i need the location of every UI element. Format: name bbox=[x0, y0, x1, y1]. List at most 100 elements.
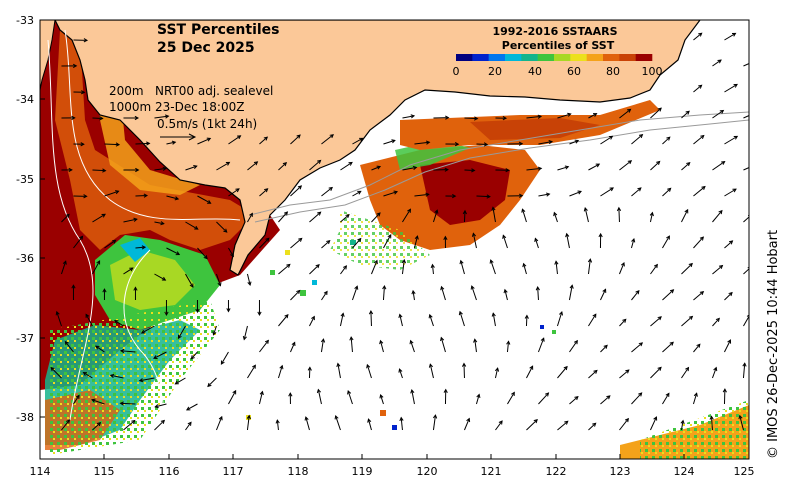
legend-swatch bbox=[554, 54, 571, 61]
current-vector-head bbox=[693, 392, 698, 397]
current-vector bbox=[743, 216, 749, 223]
map-area bbox=[40, 20, 768, 459]
current-vector-head bbox=[620, 261, 625, 267]
current-vector-head bbox=[622, 318, 627, 323]
current-vector bbox=[463, 210, 466, 223]
current-vector-head bbox=[518, 193, 524, 198]
current-vector-head bbox=[742, 362, 747, 367]
current-vector bbox=[681, 316, 693, 327]
current-vector-head bbox=[667, 187, 672, 192]
current-vector bbox=[537, 287, 539, 301]
current-vector bbox=[120, 350, 136, 353]
current-vector-head bbox=[68, 167, 73, 173]
current-vector-head bbox=[462, 209, 467, 215]
current-vector-head bbox=[379, 393, 384, 399]
current-vector-head bbox=[133, 217, 138, 222]
x-tick-label: 118 bbox=[288, 465, 309, 478]
current-vector bbox=[402, 209, 411, 223]
current-vector-head bbox=[249, 212, 253, 217]
current-vector-head bbox=[544, 392, 550, 397]
current-vector-head bbox=[141, 245, 147, 250]
contour-deep-3 bbox=[123, 249, 165, 451]
current-vector bbox=[61, 213, 70, 223]
current-vector-head bbox=[357, 190, 362, 195]
current-vector bbox=[259, 188, 268, 197]
current-vector bbox=[175, 377, 186, 385]
current-vector-head bbox=[382, 284, 387, 290]
current-vector-head bbox=[398, 368, 403, 373]
current-vector-head bbox=[246, 414, 251, 420]
current-vector bbox=[135, 194, 147, 197]
current-vector-head bbox=[624, 417, 629, 423]
current-vector-head bbox=[505, 168, 510, 173]
current-vector-head bbox=[635, 289, 640, 295]
current-vector-head bbox=[316, 388, 322, 394]
current-vector-head bbox=[326, 240, 331, 245]
current-vector bbox=[432, 415, 436, 431]
current-vector-head bbox=[698, 32, 703, 37]
current-vector-head bbox=[593, 369, 598, 374]
current-vector bbox=[197, 195, 211, 204]
current-vector bbox=[104, 239, 116, 249]
current-vector bbox=[350, 337, 353, 353]
current-vector-head bbox=[627, 108, 632, 113]
current-vector bbox=[92, 117, 103, 120]
current-vector bbox=[276, 420, 279, 431]
current-vector-head bbox=[115, 142, 121, 147]
current-vector-head bbox=[486, 194, 491, 199]
current-vector bbox=[215, 273, 221, 286]
current-vector bbox=[662, 393, 670, 405]
current-vector-head bbox=[187, 421, 192, 426]
current-vector-head bbox=[685, 366, 690, 372]
current-vector bbox=[492, 313, 496, 327]
current-vector bbox=[650, 366, 662, 379]
y-tick-label: -35 bbox=[16, 173, 34, 186]
current-vector bbox=[258, 391, 263, 405]
current-vector bbox=[399, 314, 403, 327]
current-vector bbox=[104, 143, 120, 146]
current-vector bbox=[309, 264, 320, 275]
current-vector bbox=[588, 113, 597, 119]
x-tick-label: 116 bbox=[159, 465, 180, 478]
current-vector-head bbox=[587, 258, 593, 263]
current-vector bbox=[228, 135, 241, 145]
current-vector-head bbox=[583, 206, 588, 212]
current-vector-head bbox=[50, 366, 55, 372]
legend-tick: 40 bbox=[528, 65, 542, 78]
current-vector bbox=[553, 212, 558, 223]
legend-tick: 0 bbox=[453, 65, 460, 78]
current-vector bbox=[347, 390, 353, 405]
current-vector bbox=[186, 403, 198, 411]
current-vector-head bbox=[160, 221, 165, 226]
contour-200m bbox=[249, 111, 749, 216]
current-vector-head bbox=[732, 188, 737, 193]
current-vector-head bbox=[616, 206, 622, 212]
map-date: 25 Dec 2025 bbox=[157, 40, 255, 56]
current-vector-head bbox=[727, 339, 732, 344]
current-vector bbox=[755, 288, 764, 300]
current-vector bbox=[464, 117, 478, 120]
current-vector-head bbox=[765, 87, 768, 90]
current-vector-head bbox=[207, 382, 212, 388]
current-vector-head bbox=[283, 211, 289, 216]
current-vector-head bbox=[440, 336, 445, 342]
current-vector-head bbox=[728, 291, 733, 297]
current-vector-head bbox=[203, 255, 208, 260]
current-vector bbox=[557, 166, 569, 171]
x-tick-label: 122 bbox=[546, 465, 567, 478]
current-vector-head bbox=[592, 422, 597, 427]
current-vector-head bbox=[279, 364, 284, 370]
current-vector bbox=[185, 273, 194, 288]
current-vector-head bbox=[257, 311, 262, 316]
current-vector-head bbox=[476, 393, 481, 399]
current-vector bbox=[352, 190, 362, 197]
current-vector-head bbox=[440, 285, 445, 291]
current-vector-head bbox=[175, 251, 181, 256]
current-vector-head bbox=[193, 165, 198, 170]
current-vector bbox=[185, 422, 192, 431]
current-vector-head bbox=[569, 284, 574, 289]
current-vector bbox=[618, 262, 625, 275]
current-vector-head bbox=[699, 290, 705, 296]
current-vector bbox=[213, 325, 217, 335]
current-vector bbox=[110, 374, 124, 379]
